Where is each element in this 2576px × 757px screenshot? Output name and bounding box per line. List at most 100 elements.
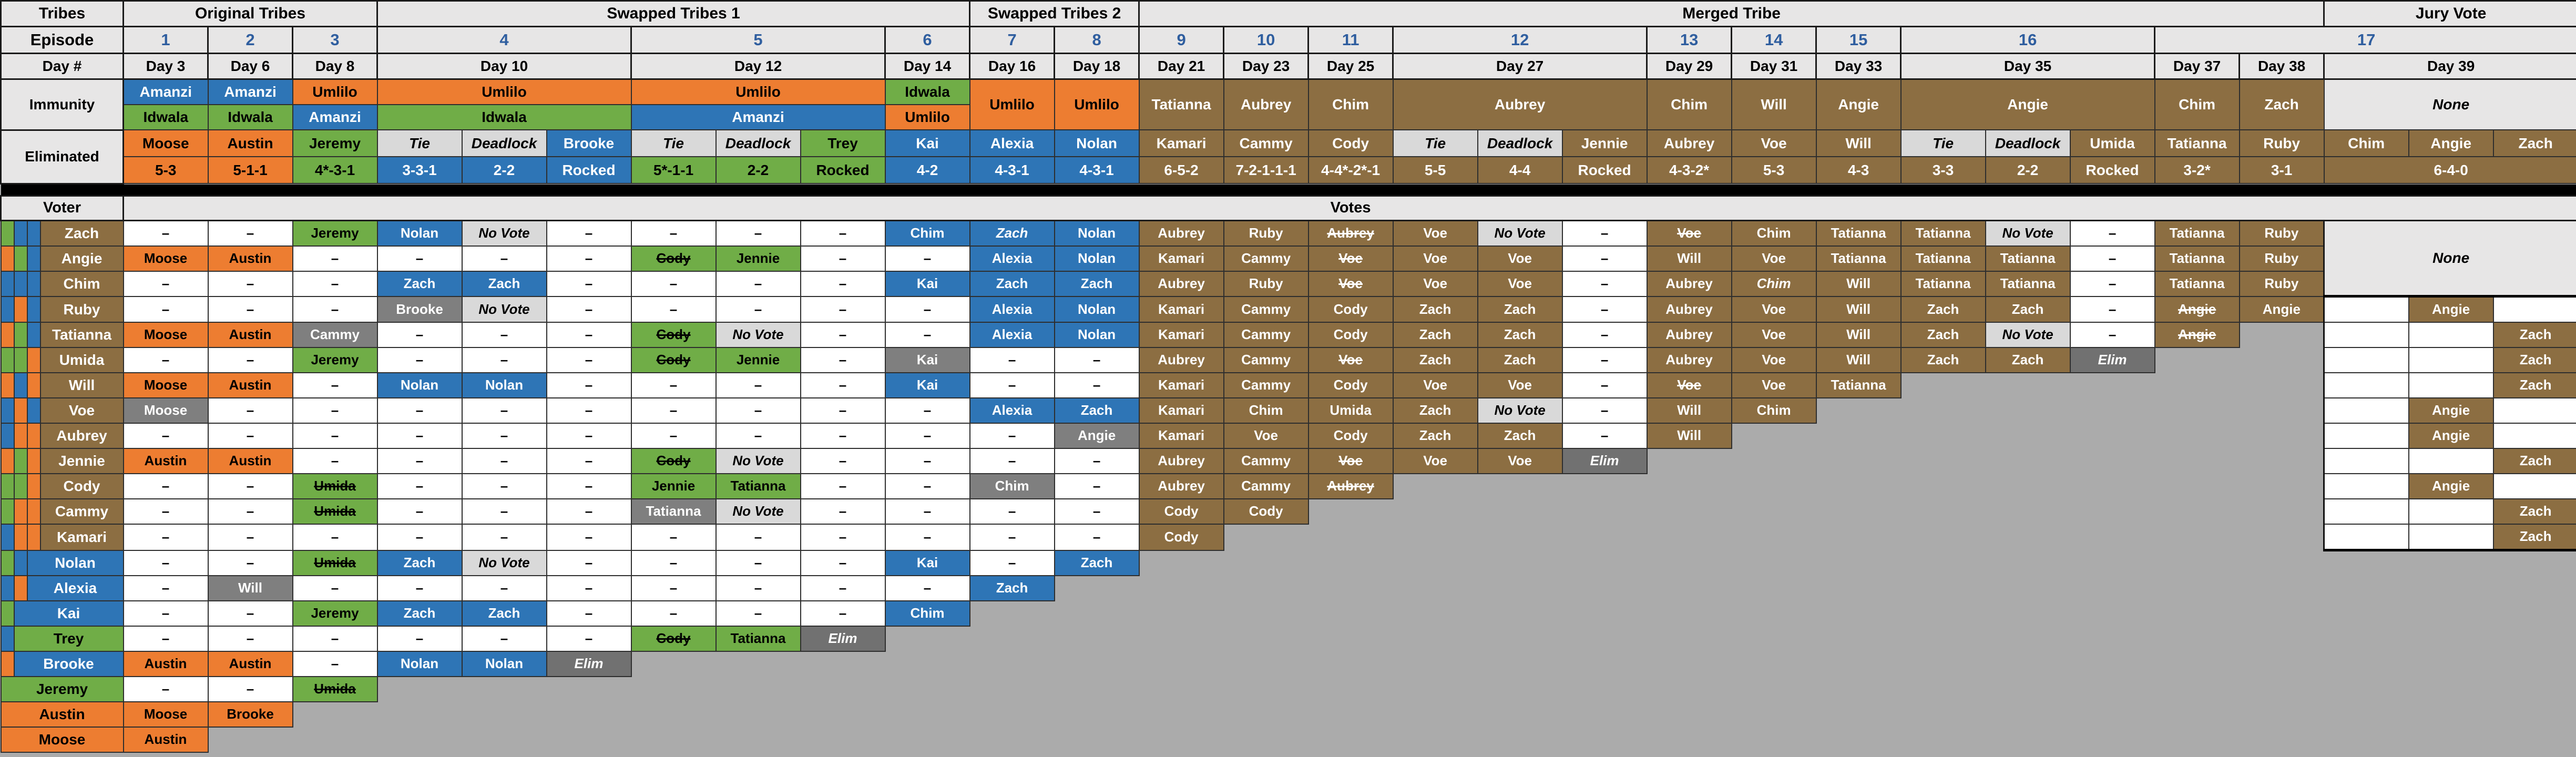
eliminated-tally-cell: 4*-3-1 (292, 156, 378, 184)
vote-cell: Cody (630, 626, 717, 652)
immunity-cell: Chim (1307, 78, 1394, 130)
vote-cell: Chim (884, 600, 970, 627)
vote-cell: Brooke (376, 295, 463, 323)
void-area (1647, 448, 2324, 474)
immunity-cell: Amanzi (292, 104, 378, 130)
day-header: Day 18 (1054, 53, 1140, 80)
vote-cell: Zach (1900, 295, 1986, 323)
vote-cell: Voe (1477, 372, 1563, 398)
vote-cell: – (884, 295, 970, 323)
immunity-cell: Tatianna (1138, 78, 1224, 130)
tribe-strip (26, 397, 41, 424)
vote-cell: – (715, 549, 801, 576)
day-header: Day 8 (291, 53, 379, 80)
vote-cell: – (376, 498, 463, 525)
vote-cell: – (122, 600, 209, 627)
vote-cell: Cammy (1223, 245, 1309, 272)
phase-header-1: Swapped Tribes 1 (376, 0, 971, 27)
vote-cell: Chim (1731, 220, 1817, 247)
vote-cell: – (1054, 498, 1140, 525)
vote-cell: No Vote (461, 549, 547, 576)
voter-name: Zach (39, 220, 124, 247)
eliminated-tally-cell: 4-3-2* (1646, 156, 1732, 184)
separator-bar (1, 183, 2576, 196)
tribe-strip (0, 220, 15, 247)
immunity-cell: Umlilo (884, 104, 970, 130)
vote-cell: – (461, 498, 547, 525)
tribe-strip (0, 549, 15, 576)
vote-cell: Ruby (2238, 270, 2325, 297)
void-area (1308, 499, 2324, 524)
jury-vote-cell (2323, 524, 2409, 551)
vote-cell: Nolan (1054, 245, 1140, 272)
vote-cell: Tatianna (1815, 220, 1902, 247)
vote-cell: Austin (122, 448, 209, 474)
vote-cell: Ruby (1223, 270, 1309, 297)
vote-cell: Aubrey (1138, 448, 1224, 474)
vote-cell: Zach (1900, 347, 1986, 373)
vote-cell: – (376, 397, 463, 424)
vote-cell: Chim (969, 473, 1055, 499)
immunity-cell: Chim (2154, 78, 2240, 130)
jury-vote-cell (2323, 295, 2409, 323)
day-header: Day 10 (376, 53, 632, 80)
vote-cell: Kamari (1138, 423, 1224, 449)
eliminated-tally-cell: 3-3-1 (376, 156, 463, 184)
vote-cell: – (546, 295, 632, 323)
voter-name: Trey (13, 626, 124, 652)
voter-name: Alexia (26, 575, 124, 601)
episode-number: 1 (122, 26, 209, 54)
voter-name: Voe (39, 397, 124, 424)
vote-cell: Voe (1731, 322, 1817, 348)
tribe-strip (26, 448, 41, 474)
vote-cell: Zach (969, 575, 1055, 601)
vote-cell: Austin (122, 651, 209, 677)
vote-cell: – (546, 322, 632, 348)
eliminated-name-cell: Deadlock (1477, 129, 1563, 157)
jury-vote-cell: Zach (2492, 524, 2576, 551)
immunity-cell: Angie (1815, 78, 1902, 130)
vote-cell: Ruby (1223, 220, 1309, 247)
vote-cell: No Vote (461, 220, 547, 247)
vote-cell: – (546, 626, 632, 652)
vote-cell: – (376, 473, 463, 499)
vote-cell: – (207, 423, 293, 449)
vote-cell: Zach (1392, 423, 1478, 449)
vote-cell: – (376, 575, 463, 601)
day-header: Day 3 (122, 53, 209, 80)
vote-cell: Tatianna (1985, 245, 2071, 272)
eliminated-name-cell: Aubrey (1646, 129, 1732, 157)
vote-cell: – (800, 220, 886, 247)
immunity-cell: Angie (1900, 78, 2155, 130)
vote-cell: Zach (1985, 295, 2071, 323)
void-area (969, 601, 2576, 626)
vote-cell: Tatianna (1985, 270, 2071, 297)
void-area (1393, 474, 2324, 499)
vote-cell: Tatianna (1900, 270, 1986, 297)
jury-vote-cell (2323, 448, 2409, 474)
vote-cell: Voe (1392, 220, 1478, 247)
vote-cell: – (546, 372, 632, 398)
vote-cell: – (630, 549, 717, 576)
vote-cell: – (800, 473, 886, 499)
voter-name: Chim (39, 270, 124, 297)
vote-cell: Voe (1223, 423, 1309, 449)
vote-cell: Angie (1054, 423, 1140, 449)
void-area (208, 727, 2576, 752)
immunity-cell: Zach (2238, 78, 2325, 130)
vote-cell: Nolan (376, 220, 463, 247)
vote-cell: – (461, 473, 547, 499)
vote-cell: – (376, 322, 463, 348)
tribe-strip (0, 448, 15, 474)
vote-cell: Voe (1731, 295, 1817, 323)
voter-name: Will (39, 372, 124, 398)
vote-cell: Voe (1392, 448, 1478, 474)
vote-cell: Voe (1731, 245, 1817, 272)
eliminated-name-cell: Voe (1731, 129, 1817, 157)
vote-cell: Jennie (715, 245, 801, 272)
jury-vote-cell: Angie (2408, 397, 2494, 424)
vote-cell: – (630, 575, 717, 601)
vote-cell: Voe (1392, 372, 1478, 398)
vote-cell: Cody (1307, 295, 1394, 323)
